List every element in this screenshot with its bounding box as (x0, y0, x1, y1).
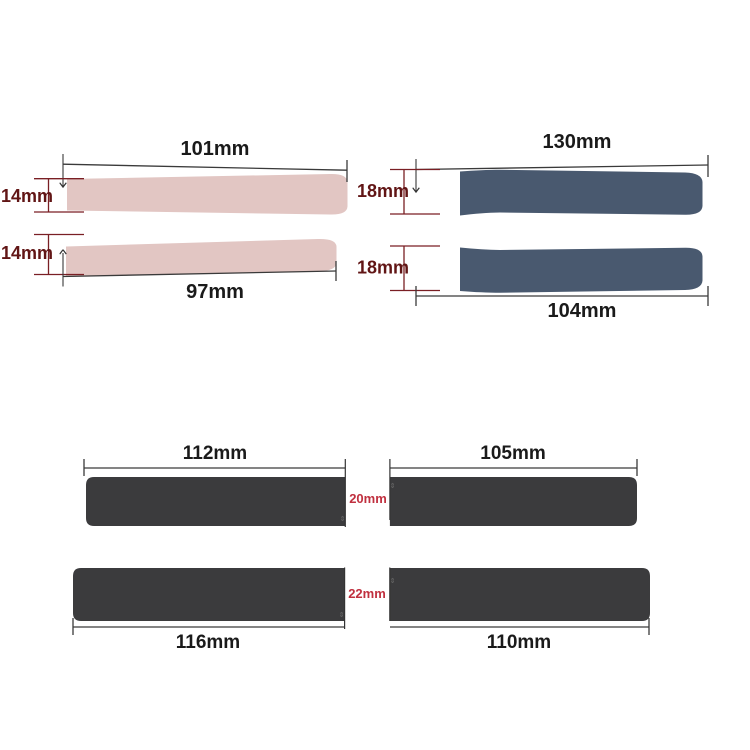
svg-text:⇕: ⇕ (340, 515, 346, 523)
svg-text:105mm: 105mm (480, 443, 546, 464)
svg-text:14mm: 14mm (1, 243, 53, 263)
svg-text:104mm: 104mm (548, 300, 617, 322)
svg-text:18mm: 18mm (357, 181, 409, 201)
svg-text:⇕: ⇕ (390, 577, 396, 585)
svg-text:101mm: 101mm (181, 138, 250, 160)
svg-text:112mm: 112mm (183, 443, 247, 464)
svg-text:110mm: 110mm (487, 632, 551, 653)
svg-text:⇕: ⇕ (339, 611, 345, 619)
svg-text:20mm: 20mm (349, 491, 387, 506)
svg-text:18mm: 18mm (357, 258, 409, 278)
svg-text:22mm: 22mm (348, 586, 386, 601)
svg-text:130mm: 130mm (543, 131, 612, 153)
svg-text:⇕: ⇕ (390, 482, 396, 490)
svg-text:14mm: 14mm (1, 186, 53, 206)
svg-text:116mm: 116mm (176, 632, 240, 653)
svg-text:97mm: 97mm (186, 281, 244, 303)
